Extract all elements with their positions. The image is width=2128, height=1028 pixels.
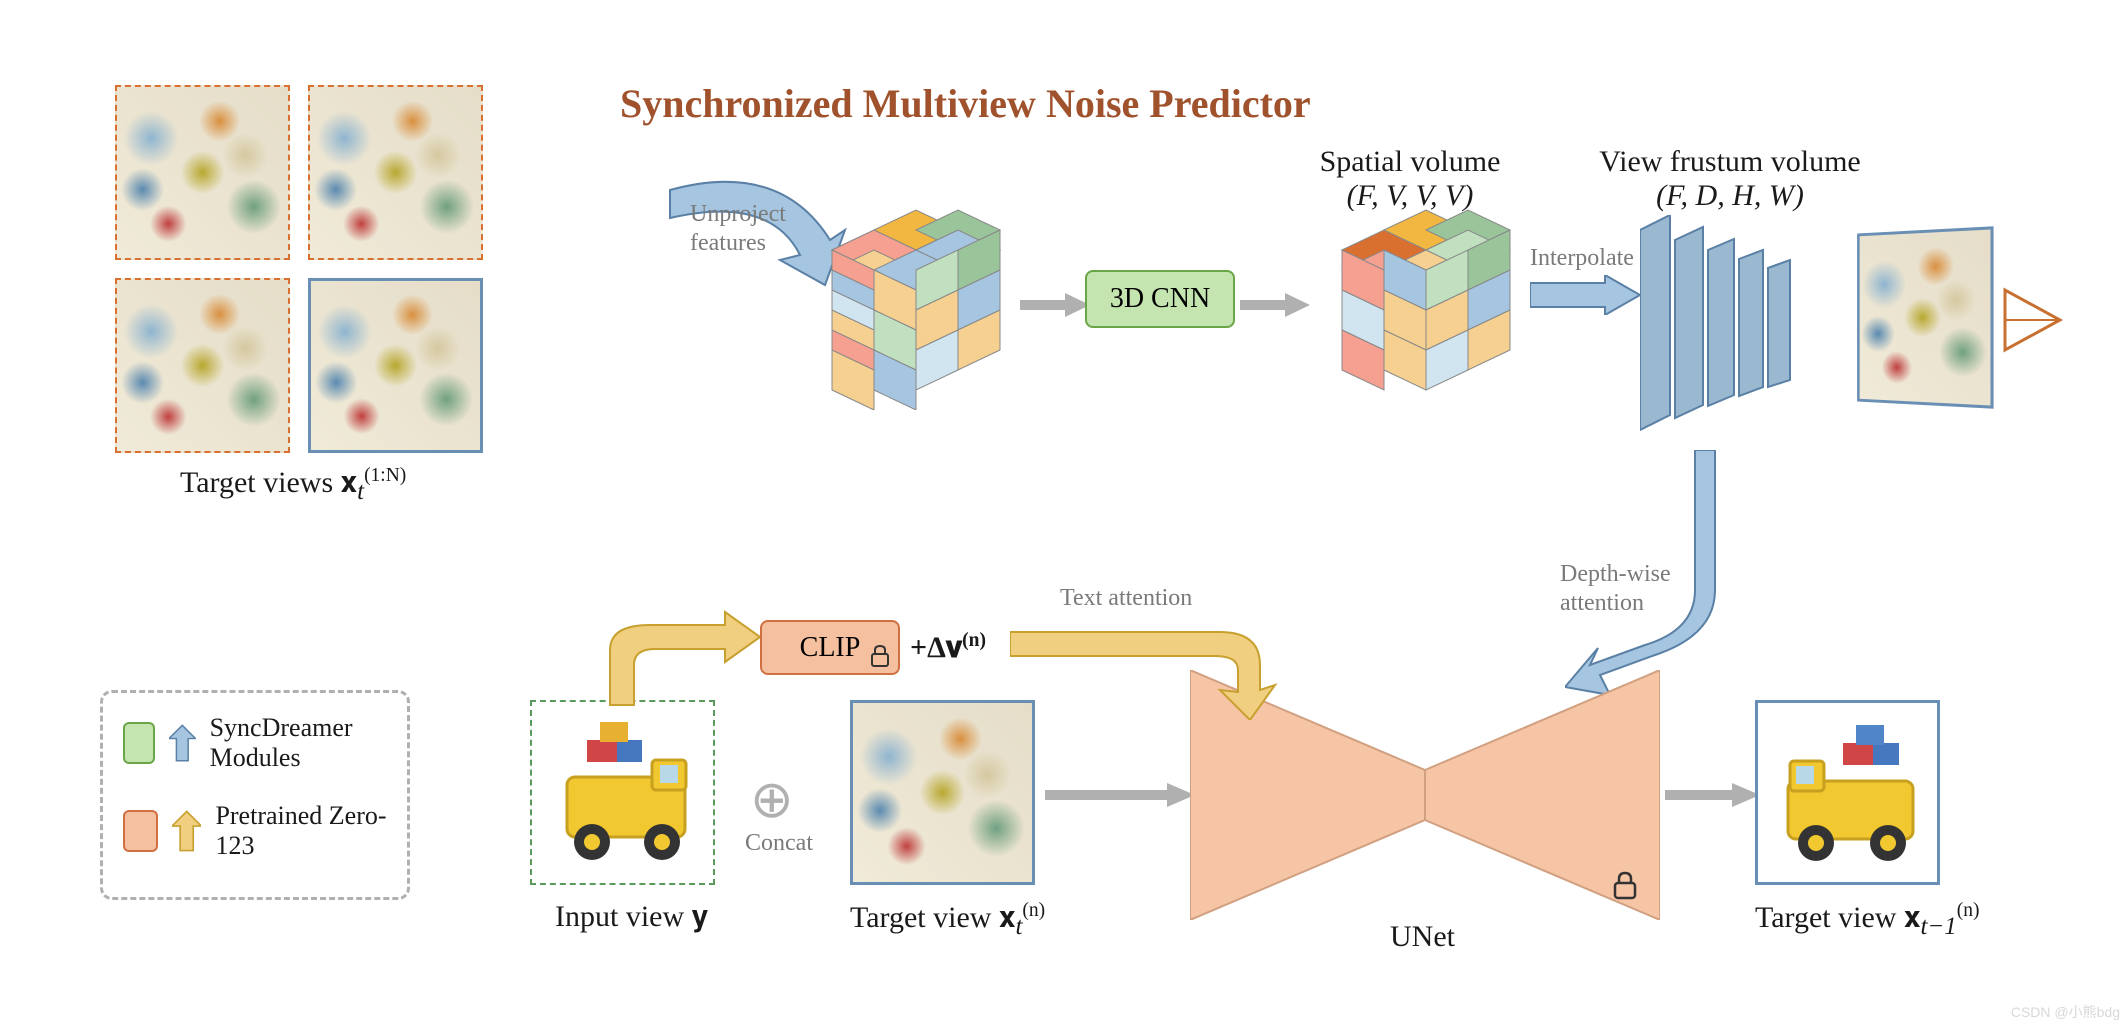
interpolate-label: Interpolate xyxy=(1530,245,1634,272)
legend-orange-square-icon xyxy=(123,810,158,852)
legend-yellow-arrow-icon xyxy=(172,807,201,855)
target-view-n-label: Target view 𝐱t(n) xyxy=(850,900,1045,941)
input-view-label: Input view 𝐲 xyxy=(555,900,708,934)
clip-module: CLIP xyxy=(760,620,900,675)
target-view-4 xyxy=(308,278,483,453)
target-view-3 xyxy=(115,278,290,453)
feature-cube-1 xyxy=(790,200,1020,410)
target-views-label: Target views 𝐱t(1:N) xyxy=(180,465,406,506)
concat-symbol: ⊕ xyxy=(750,770,794,830)
arrow-cube-cnn xyxy=(1020,290,1090,320)
unproject-label: Unproject features xyxy=(690,200,790,258)
output-view-box xyxy=(1755,700,1940,885)
input-view-box xyxy=(530,700,715,885)
camera-icon xyxy=(2000,280,2070,360)
arrow-input-clip xyxy=(600,590,760,710)
frustum-output-view xyxy=(1857,226,1993,409)
legend-sync-label: SyncDreamer Modules xyxy=(210,713,387,773)
interpolate-arrow xyxy=(1530,275,1640,315)
legend-green-square-icon xyxy=(123,722,155,764)
legend-zero-label: Pretrained Zero-123 xyxy=(215,801,387,861)
text-attention-label: Text attention xyxy=(1060,585,1192,612)
target-view-2 xyxy=(308,85,483,260)
spatial-volume-cube xyxy=(1300,200,1530,410)
diagram-title: Synchronized Multiview Noise Predictor xyxy=(620,80,1311,127)
cnn3d-module: 3D CNN xyxy=(1085,270,1235,328)
frustum-label: View frustum volume (F, D, H, W) xyxy=(1580,145,1880,213)
truck-output-icon xyxy=(1758,703,1943,888)
delta-v-label: +Δ𝐯(n) xyxy=(910,630,986,665)
output-view-label: Target view 𝐱t−1(n) xyxy=(1755,900,1980,941)
concat-label: Concat xyxy=(745,830,813,857)
legend-box: SyncDreamer Modules Pretrained Zero-123 xyxy=(100,690,410,900)
arrow-target-unet xyxy=(1045,780,1195,810)
target-view-n-box xyxy=(850,700,1035,885)
unet-label: UNet xyxy=(1390,920,1455,954)
truck-icon xyxy=(532,702,717,887)
legend-blue-arrow-icon xyxy=(169,719,196,767)
lock-icon xyxy=(870,645,890,667)
frustum-slabs xyxy=(1640,215,1840,445)
target-view-1 xyxy=(115,85,290,260)
text-attention-arrow xyxy=(1010,620,1320,720)
depthwise-label: Depth-wise attention xyxy=(1560,560,1690,618)
watermark: CSDN @小熊bdg xyxy=(2011,1002,2120,1022)
arrow-unet-output xyxy=(1665,780,1760,810)
